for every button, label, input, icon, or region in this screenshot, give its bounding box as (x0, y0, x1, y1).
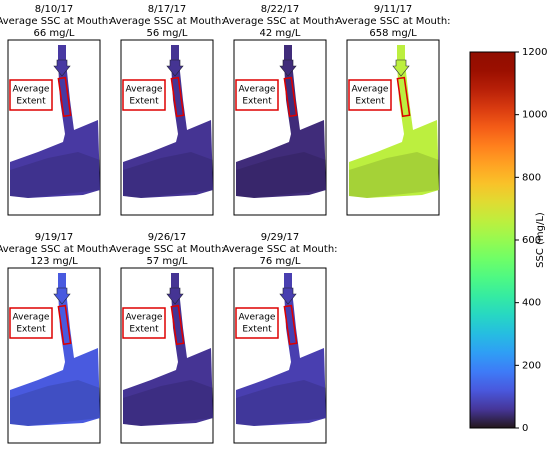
colorbar (469, 51, 516, 429)
arrow (166, 287, 184, 305)
extent-box (283, 304, 298, 346)
panel-caption: Average SSC at Mouth: (0, 16, 112, 27)
arrow (279, 287, 297, 305)
map: Average Extent (7, 39, 101, 216)
ssc-area (10, 45, 100, 198)
extent-label: Average (352, 85, 389, 95)
panel-caption: Average SSC at Mouth: (109, 16, 224, 27)
extent-label-box (348, 79, 392, 111)
ssc-area (123, 273, 213, 426)
map: Average Extent (233, 267, 327, 444)
panel-date: 9/11/17 (374, 4, 413, 15)
ssc-shade (10, 152, 100, 198)
extent-label: Average (239, 313, 276, 323)
panel-value: 76 mg/L (260, 256, 301, 267)
map: Average Extent (346, 39, 440, 216)
colorbar-tick-label: 1000 (522, 110, 547, 121)
ssc-area (10, 273, 100, 426)
colorbar-tick-label: 1200 (522, 47, 547, 58)
panel-date: 9/26/17 (148, 232, 187, 243)
arrow (166, 59, 184, 77)
extent-label: Average (239, 85, 276, 95)
extent-label: Extent (242, 325, 272, 335)
extent-label-box (235, 79, 279, 111)
extent-box (396, 76, 411, 118)
extent-label: Extent (129, 325, 159, 335)
panel-date: 9/19/17 (35, 232, 74, 243)
extent-label-box (122, 79, 166, 111)
extent-label: Extent (242, 97, 272, 107)
ssc-area (236, 273, 326, 426)
ssc-area (123, 45, 213, 198)
panel-caption: Average SSC at Mouth: (335, 16, 450, 27)
colorbar-tick-label: 0 (522, 423, 528, 434)
extent-label: Extent (16, 97, 46, 107)
extent-label-box (235, 307, 279, 339)
colorbar-label: SSC (mg/L) (535, 212, 546, 268)
panel-value: 56 mg/L (147, 28, 188, 39)
arrow (392, 59, 410, 77)
ssc-area (236, 45, 326, 198)
panel-date: 9/29/17 (261, 232, 300, 243)
colorbar-tick-label: 400 (522, 298, 541, 309)
extent-box (57, 76, 72, 118)
ssc-shade (10, 380, 100, 426)
extent-label: Extent (129, 97, 159, 107)
ssc-shade (236, 380, 326, 426)
arrow (53, 59, 71, 77)
extent-label-box (9, 307, 53, 339)
ssc-area (349, 45, 439, 198)
extent-label: Extent (16, 325, 46, 335)
map: Average Extent (7, 267, 101, 444)
extent-label: Average (126, 313, 163, 323)
extent-box (170, 76, 185, 118)
panel-value: 123 mg/L (30, 256, 78, 267)
panel-value: 42 mg/L (260, 28, 301, 39)
arrow (279, 59, 297, 77)
panel-caption: Average SSC at Mouth: (109, 244, 224, 255)
colorbar-tick-label: 600 (522, 235, 541, 246)
colorbar-tick-label: 200 (522, 360, 541, 371)
extent-box (170, 304, 185, 346)
extent-label-box (122, 307, 166, 339)
panel-date: 8/22/17 (261, 4, 300, 15)
extent-label: Average (13, 85, 50, 95)
ssc-shade (123, 380, 213, 426)
ssc-shade (123, 152, 213, 198)
panel-value: 66 mg/L (34, 28, 75, 39)
panel-value: 658 mg/L (369, 28, 417, 39)
map: Average Extent (120, 39, 214, 216)
extent-label-box (9, 79, 53, 111)
extent-label: Average (13, 313, 50, 323)
panel-caption: Average SSC at Mouth: (0, 244, 112, 255)
panel-caption: Average SSC at Mouth: (222, 16, 337, 27)
panel-date: 8/17/17 (148, 4, 187, 15)
panel-value: 57 mg/L (147, 256, 188, 267)
extent-box (283, 76, 298, 118)
extent-label: Average (126, 85, 163, 95)
ssc-shade (236, 152, 326, 198)
extent-label: Extent (355, 97, 385, 107)
arrow (53, 287, 71, 305)
ssc-shade (349, 152, 439, 198)
panel-caption: Average SSC at Mouth: (222, 244, 337, 255)
extent-box (57, 304, 72, 346)
map: Average Extent (233, 39, 327, 216)
colorbar-tick-label: 800 (522, 172, 541, 183)
map: Average Extent (120, 267, 214, 444)
panel-date: 8/10/17 (35, 4, 74, 15)
